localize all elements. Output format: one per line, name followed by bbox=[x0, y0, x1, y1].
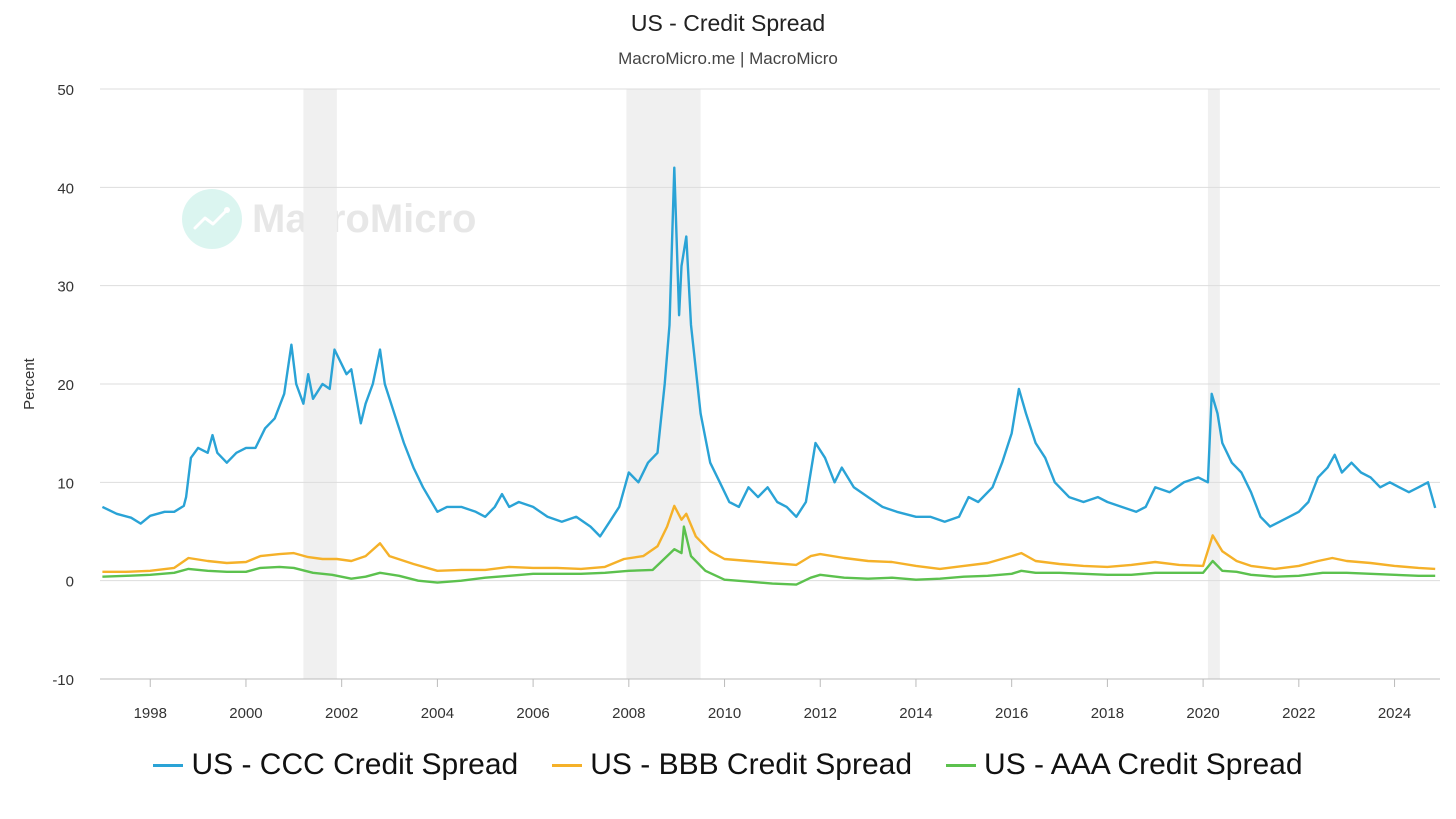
chart-legend: US - CCC Credit Spread US - BBB Credit S… bbox=[0, 748, 1456, 782]
series-line-aaa bbox=[102, 525, 1436, 586]
x-tick-label: 2004 bbox=[421, 705, 454, 722]
y-tick-label: -10 bbox=[52, 672, 74, 689]
y-axis-label: Percent bbox=[21, 357, 38, 410]
x-tick-label: 2024 bbox=[1378, 705, 1411, 722]
legend-item-ccc[interactable]: US - CCC Credit Spread bbox=[153, 748, 518, 782]
watermark-text: MacroMicro bbox=[252, 196, 477, 241]
legend-label-aaa: US - AAA Credit Spread bbox=[984, 748, 1303, 781]
x-tick-label: 2022 bbox=[1282, 705, 1315, 722]
y-tick-label: 0 bbox=[66, 574, 74, 591]
x-tick-label: 2020 bbox=[1186, 705, 1219, 722]
x-tick-label: 2018 bbox=[1091, 705, 1124, 722]
legend-item-aaa[interactable]: US - AAA Credit Spread bbox=[946, 748, 1303, 782]
x-tick-label: 2010 bbox=[708, 705, 741, 722]
x-tick-label: 2012 bbox=[804, 705, 837, 722]
x-tick-label: 2006 bbox=[516, 705, 549, 722]
trend-chart-icon bbox=[182, 189, 242, 249]
y-tick-label: 10 bbox=[57, 475, 74, 492]
legend-swatch-aaa bbox=[946, 763, 977, 767]
chart-title: US - Credit Spread bbox=[630, 10, 826, 36]
x-tick-label: 1998 bbox=[134, 705, 167, 722]
legend-item-bbb[interactable]: US - BBB Credit Spread bbox=[552, 748, 912, 782]
x-tick-label: 2008 bbox=[612, 705, 645, 722]
y-tick-label: 40 bbox=[57, 180, 74, 197]
legend-label-bbb: US - BBB Credit Spread bbox=[590, 748, 913, 781]
chart-plot: -10 0 10 20 30 40 50 1998 2000 2002 2004 2006 2008 20… bbox=[21, 82, 1440, 722]
x-tick-label: 2014 bbox=[899, 705, 932, 722]
legend-swatch-ccc bbox=[153, 763, 184, 767]
x-tick-label: 2016 bbox=[995, 705, 1028, 722]
watermark-logo: MacroMicro bbox=[182, 189, 477, 249]
legend-label-ccc: US - CCC Credit Spread bbox=[191, 748, 519, 781]
x-tick-label: 2002 bbox=[325, 705, 358, 722]
x-tick-label: 2000 bbox=[229, 705, 262, 722]
series-line-ccc bbox=[101, 166, 1437, 538]
y-tick-label: 30 bbox=[57, 279, 74, 296]
chart-subtitle: MacroMicro.me | MacroMicro bbox=[618, 49, 838, 68]
series-line-bbb bbox=[102, 504, 1436, 573]
y-tick-label: 20 bbox=[57, 377, 74, 394]
legend-swatch-bbb bbox=[552, 763, 583, 767]
y-tick-label: 50 bbox=[57, 82, 74, 99]
